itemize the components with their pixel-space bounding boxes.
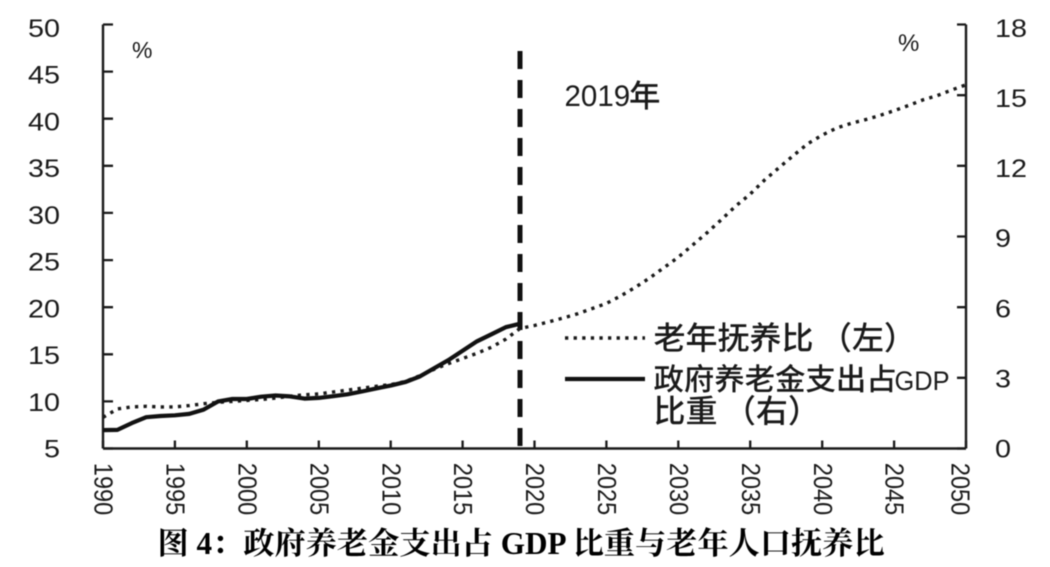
- svg-text:2020: 2020: [520, 463, 550, 515]
- svg-text:GDP: GDP: [501, 526, 567, 561]
- svg-text:GDP: GDP: [895, 366, 950, 396]
- svg-text:18: 18: [995, 15, 1027, 43]
- svg-text:%: %: [132, 37, 152, 63]
- svg-text:2015: 2015: [448, 463, 478, 515]
- svg-text:2035: 2035: [735, 463, 765, 515]
- svg-text:20: 20: [28, 295, 60, 323]
- svg-text:9: 9: [995, 225, 1011, 253]
- svg-text:%: %: [898, 30, 919, 57]
- svg-text:6: 6: [995, 295, 1011, 323]
- svg-text:1990: 1990: [88, 463, 118, 515]
- svg-text:2019: 2019: [565, 80, 631, 113]
- svg-text:10: 10: [28, 389, 60, 417]
- svg-text:45: 45: [28, 61, 60, 89]
- svg-text:30: 30: [28, 202, 60, 230]
- svg-text:12: 12: [995, 155, 1027, 183]
- svg-text:2025: 2025: [592, 463, 622, 515]
- svg-text:25: 25: [28, 248, 60, 276]
- svg-text:2010: 2010: [376, 463, 406, 515]
- svg-text:1995: 1995: [160, 463, 190, 515]
- svg-text:35: 35: [28, 155, 60, 183]
- svg-text:4: 4: [197, 526, 213, 561]
- svg-text:3: 3: [995, 365, 1011, 393]
- svg-text:15: 15: [28, 342, 60, 370]
- svg-text:2030: 2030: [664, 463, 694, 515]
- svg-text:2040: 2040: [807, 463, 837, 515]
- svg-text:2050: 2050: [945, 463, 975, 515]
- svg-text:15: 15: [995, 85, 1027, 113]
- svg-text:2000: 2000: [232, 463, 262, 515]
- svg-text:40: 40: [28, 108, 60, 136]
- svg-text:2005: 2005: [304, 463, 334, 515]
- svg-text:50: 50: [28, 15, 60, 43]
- svg-text:5: 5: [44, 435, 60, 463]
- svg-text:0: 0: [995, 435, 1011, 463]
- svg-text:2045: 2045: [879, 463, 909, 515]
